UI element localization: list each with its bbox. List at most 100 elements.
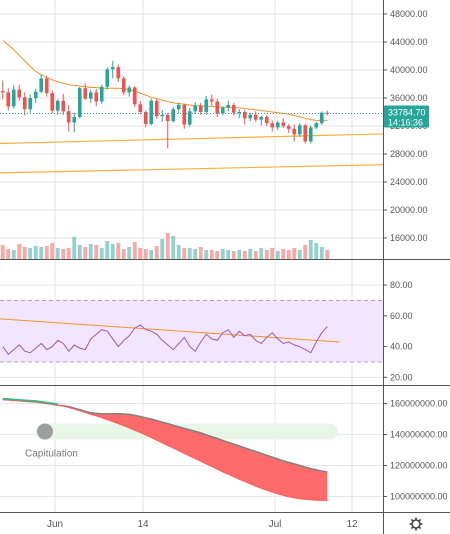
candle-body	[259, 116, 264, 120]
candle	[11, 85, 16, 109]
candle-body	[138, 104, 143, 112]
gear-icon-ring	[411, 519, 421, 529]
candle-body	[110, 67, 115, 70]
candle-body	[308, 127, 313, 142]
volume-bar	[286, 250, 291, 259]
candle	[83, 83, 88, 101]
volume-bar	[198, 247, 203, 259]
volume-bar	[242, 251, 247, 259]
candle	[121, 76, 126, 96]
candle	[165, 112, 170, 149]
candle	[215, 98, 220, 117]
candle	[143, 110, 148, 128]
candle-body	[143, 112, 148, 124]
candle	[138, 100, 143, 115]
candle-body	[72, 116, 77, 123]
price-tick-label: 16000.00	[390, 233, 428, 243]
candle-body	[231, 105, 236, 113]
volume-bar	[121, 249, 126, 259]
volume-bar	[132, 242, 137, 259]
volume-bar	[50, 243, 55, 259]
volume-bar	[17, 244, 22, 259]
volume-bar	[149, 250, 154, 259]
candle-body	[165, 114, 170, 122]
volume-bar	[61, 249, 66, 259]
grid	[0, 0, 383, 512]
volume-bar	[231, 251, 236, 259]
candle	[231, 102, 236, 116]
volume-bar	[270, 248, 275, 259]
volume-bar	[325, 250, 330, 259]
candle-body	[44, 78, 49, 94]
volume-bar	[237, 250, 242, 259]
candle	[275, 121, 280, 131]
volume-bar	[314, 243, 319, 259]
gear-icon-tooth	[418, 518, 422, 522]
gear-icon[interactable]	[409, 517, 423, 531]
volume-bar	[220, 249, 225, 259]
volume-bar	[33, 246, 38, 259]
gear-icon-tooth	[410, 518, 414, 522]
candle	[204, 95, 209, 115]
candle	[77, 86, 82, 119]
candle-body	[66, 111, 71, 123]
volume-bar	[99, 248, 104, 259]
candle-body	[105, 69, 110, 87]
candle	[72, 112, 77, 133]
volume-bar	[44, 246, 49, 259]
candle-body	[149, 100, 154, 124]
candle	[110, 60, 115, 79]
capitulation-area	[2, 399, 328, 501]
volume-bar	[143, 249, 148, 259]
volume-bar	[88, 244, 93, 259]
volume-bar	[226, 250, 231, 259]
candle-body	[215, 101, 220, 114]
volume-bar	[138, 248, 143, 259]
rsi-panel[interactable]	[0, 299, 383, 363]
candle-body	[22, 97, 27, 110]
volume-bar	[259, 248, 264, 259]
volume-bar	[292, 248, 297, 259]
candle-body	[28, 98, 33, 110]
candle	[171, 107, 176, 123]
hashrate-panel[interactable]: Capitulation	[2, 397, 338, 501]
volume-bar	[308, 240, 313, 259]
candle-body	[121, 78, 126, 93]
price-tick-label: 28000.00	[390, 149, 428, 159]
volume-bar	[176, 245, 181, 259]
current-price-tag	[384, 105, 429, 128]
volume-bar	[66, 248, 71, 259]
candle	[88, 89, 93, 103]
candle-body	[0, 91, 5, 93]
candle	[176, 102, 181, 114]
candle	[0, 80, 5, 100]
candle-body	[17, 89, 22, 98]
candle	[220, 106, 225, 116]
price-tick-label: 48000.00	[390, 9, 428, 19]
candle	[237, 109, 242, 119]
candle-body	[132, 87, 137, 105]
volume-bar	[209, 250, 214, 259]
volume-bar	[105, 241, 110, 259]
candle	[303, 123, 308, 144]
rsi-trend-line	[0, 318, 340, 343]
volume-bar	[94, 245, 99, 259]
candle-body	[220, 107, 225, 114]
hash-tick-label: 160000000.00	[390, 399, 448, 409]
date-label: 12	[346, 519, 358, 530]
hash-tick-label: 120000000.00	[390, 461, 448, 471]
candle-body	[292, 128, 297, 135]
gear-icon-tooth	[410, 526, 414, 530]
volume-bar	[204, 250, 209, 259]
candle	[182, 103, 187, 129]
candle-body	[275, 122, 280, 128]
volume-bar	[11, 250, 16, 259]
hashrate-recovery-line	[2, 397, 58, 405]
candle-body	[182, 105, 187, 125]
volume-bar	[127, 247, 132, 259]
gear-icon-tooth	[418, 526, 422, 530]
candle-body	[264, 116, 269, 124]
price-panel[interactable]	[0, 40, 384, 174]
